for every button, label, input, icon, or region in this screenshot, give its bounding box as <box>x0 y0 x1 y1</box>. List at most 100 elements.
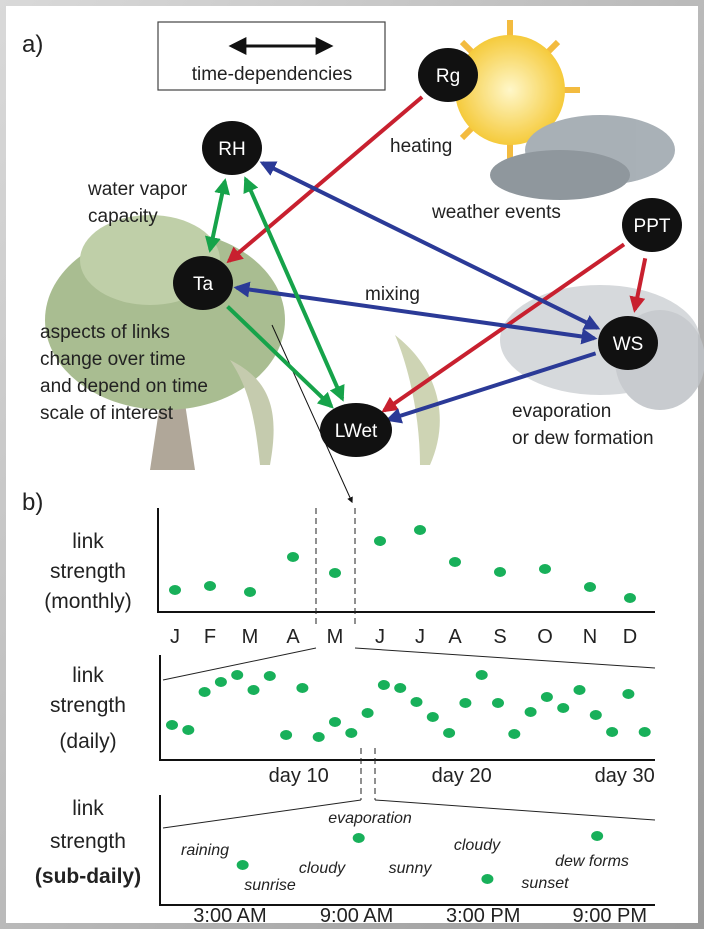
x-tick-label: N <box>583 626 597 648</box>
data-point <box>248 685 260 695</box>
annotation: change over time <box>40 349 186 370</box>
data-point <box>182 725 194 735</box>
data-point <box>591 831 603 841</box>
annotation: cloudy <box>454 837 501 854</box>
x-tick-label: 3:00 PM <box>446 905 520 927</box>
annotation: cloudy <box>299 860 346 877</box>
data-point <box>215 677 227 687</box>
data-point <box>329 568 341 578</box>
data-point <box>313 732 325 742</box>
y-axis-label: strength <box>50 560 126 583</box>
panel-label: b) <box>22 489 43 516</box>
x-tick-label: D <box>623 626 637 648</box>
annotation: capacity <box>88 206 158 227</box>
data-point <box>362 708 374 718</box>
x-tick-label: J <box>415 626 425 648</box>
x-tick-label: J <box>375 626 385 648</box>
data-point <box>443 728 455 738</box>
data-point <box>508 729 520 739</box>
annotation: or dew formation <box>512 428 654 449</box>
data-point <box>166 720 178 730</box>
data-point <box>622 689 634 699</box>
data-point <box>481 874 493 884</box>
data-point <box>280 730 292 740</box>
data-point <box>287 552 299 562</box>
x-tick-label: 9:00 AM <box>320 905 393 927</box>
annotation: heating <box>390 136 452 157</box>
annotation: sunrise <box>244 877 296 894</box>
data-point <box>411 697 423 707</box>
x-tick-label: A <box>286 626 300 648</box>
x-tick-label: S <box>493 626 506 648</box>
data-point <box>378 680 390 690</box>
x-tick-label: 9:00 PM <box>573 905 647 927</box>
data-point <box>525 707 537 717</box>
data-point <box>557 703 569 713</box>
x-tick-label: O <box>537 626 553 648</box>
node-label: LWet <box>335 421 378 442</box>
annotation: evaporation <box>512 401 611 422</box>
data-point <box>204 581 216 591</box>
annotation: sunset <box>521 875 569 892</box>
data-point <box>590 710 602 720</box>
data-point <box>199 687 211 697</box>
x-tick-label: A <box>448 626 462 648</box>
figure: time-dependencies a) b) RgRHPPTTaWSLWet … <box>0 0 704 929</box>
data-point <box>584 582 596 592</box>
annotation: and depend on time <box>40 376 208 397</box>
legend-text: time-dependencies <box>192 64 353 85</box>
data-point <box>492 698 504 708</box>
x-tick-label: M <box>327 626 344 648</box>
x-tick-label: day 20 <box>432 765 492 787</box>
data-point <box>296 683 308 693</box>
data-point <box>169 585 181 595</box>
data-point <box>494 567 506 577</box>
x-tick-label: day 30 <box>595 765 655 787</box>
data-point <box>539 564 551 574</box>
node-label: Rg <box>436 66 460 87</box>
y-axis-label: strength <box>50 830 126 853</box>
data-point <box>264 671 276 681</box>
y-axis-label: (sub-daily) <box>35 865 141 888</box>
x-tick-label: 3:00 AM <box>193 905 266 927</box>
y-axis-label: (monthly) <box>44 590 132 613</box>
node-label: WS <box>613 334 644 355</box>
data-point <box>329 717 341 727</box>
annotation: aspects of links <box>40 322 170 343</box>
data-point <box>624 593 636 603</box>
y-axis-label: link <box>72 797 104 820</box>
node-label: PPT <box>634 216 671 237</box>
annotation: sunny <box>389 860 433 877</box>
y-axis-label: link <box>72 530 104 553</box>
data-point <box>414 525 426 535</box>
annotation: water vapor <box>87 179 188 200</box>
x-tick-label: J <box>170 626 180 648</box>
data-point <box>244 587 256 597</box>
panel-label: a) <box>22 31 43 58</box>
data-point <box>231 670 243 680</box>
y-axis-label: (daily) <box>59 730 116 753</box>
data-point <box>606 727 618 737</box>
data-point <box>476 670 488 680</box>
data-point <box>353 833 365 843</box>
data-point <box>639 727 651 737</box>
x-tick-label: day 10 <box>269 765 329 787</box>
y-axis-label: link <box>72 664 104 687</box>
annotation: mixing <box>365 284 420 305</box>
x-tick-label: M <box>242 626 259 648</box>
annotation: weather events <box>431 202 561 223</box>
data-point <box>374 536 386 546</box>
data-point <box>449 557 461 567</box>
annotation: raining <box>181 842 229 859</box>
y-axis-label: strength <box>50 694 126 717</box>
annotation: scale of interest <box>40 403 174 424</box>
data-point <box>541 692 553 702</box>
node-label: Ta <box>193 274 214 295</box>
data-point <box>459 698 471 708</box>
data-point <box>345 728 357 738</box>
data-point <box>574 685 586 695</box>
data-point <box>427 712 439 722</box>
x-tick-label: F <box>204 626 216 648</box>
data-point <box>237 860 249 870</box>
data-point <box>394 683 406 693</box>
